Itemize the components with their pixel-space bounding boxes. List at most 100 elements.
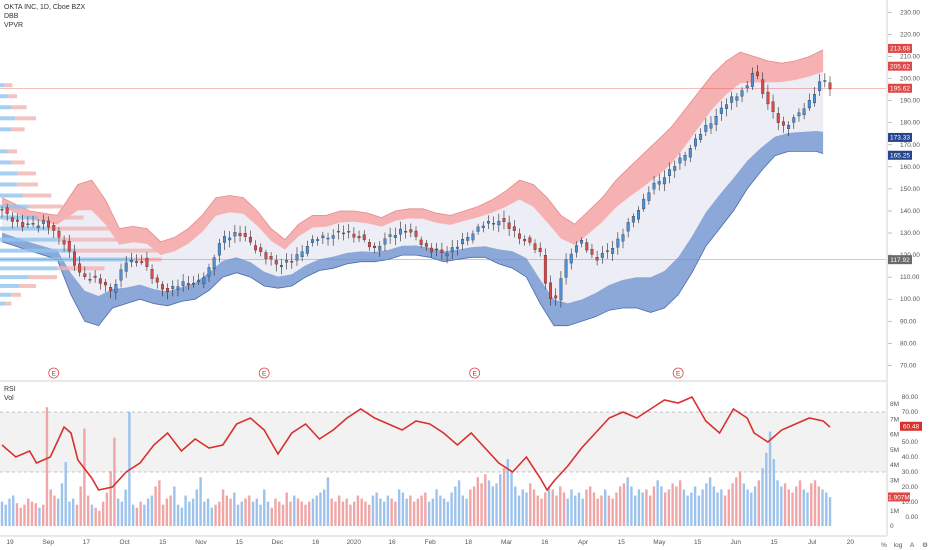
volume-bar xyxy=(259,504,262,526)
candle-body xyxy=(264,252,268,259)
volume-bar xyxy=(401,492,405,526)
volume-bar xyxy=(484,474,487,526)
candle-body xyxy=(564,259,568,278)
candle-body xyxy=(497,220,501,226)
indicator-vpvr[interactable]: VPVR xyxy=(4,22,24,29)
dbb-lower-line xyxy=(1,150,824,327)
volume-bar xyxy=(701,489,704,526)
volume-bar xyxy=(768,431,772,526)
volume-bar xyxy=(356,495,360,526)
volume-bar xyxy=(64,462,67,526)
candle-body xyxy=(285,260,289,263)
volume-bar xyxy=(705,483,708,526)
candle-body xyxy=(476,226,480,232)
volume-bar xyxy=(648,495,652,526)
y-tick-label: 170.00 xyxy=(900,142,920,149)
volume-bar xyxy=(0,501,4,526)
dbb-lower-band xyxy=(2,131,824,326)
volume-bar xyxy=(30,501,34,526)
candle-body xyxy=(585,242,589,251)
price-tag-label: 117.92 xyxy=(890,257,910,264)
volume-bar xyxy=(506,459,509,526)
volume-bar xyxy=(798,480,802,526)
candle-body xyxy=(326,237,330,240)
candle-body xyxy=(678,157,682,164)
volume-bar xyxy=(600,495,603,526)
volume-bar xyxy=(577,492,581,526)
rsi-value-label: 60.48 xyxy=(903,424,920,431)
candle-body xyxy=(569,253,573,264)
price-tag-label: 173.33 xyxy=(890,135,910,142)
percent-scale-button[interactable]: % xyxy=(881,542,887,549)
vpvr-sell-bar xyxy=(19,283,37,288)
candle-body xyxy=(807,100,811,109)
vpvr-sell-bar xyxy=(11,105,27,110)
volume-bar xyxy=(195,489,199,526)
volume-bar xyxy=(637,489,641,526)
volume-bar xyxy=(270,507,273,526)
volume-bar xyxy=(641,492,644,526)
volume-bar xyxy=(547,486,551,526)
volume-bar xyxy=(176,504,180,526)
candle-body xyxy=(383,238,387,245)
earnings-marker-label: E xyxy=(472,371,477,378)
candle-body xyxy=(730,96,734,103)
candle-body xyxy=(580,240,584,244)
volume-bar xyxy=(517,495,521,526)
indicator-dbb[interactable]: DBB xyxy=(4,13,19,20)
volume-bar xyxy=(495,483,498,526)
y-tick-label: 110.00 xyxy=(900,274,920,281)
volume-bar xyxy=(532,489,536,526)
candle-body xyxy=(150,269,154,279)
candle-body xyxy=(590,249,594,255)
candle-body xyxy=(719,107,723,114)
candle-body xyxy=(606,250,609,252)
candle-body xyxy=(26,223,30,226)
volume-bar xyxy=(154,486,157,526)
volume-bar xyxy=(772,459,776,526)
candle-body xyxy=(373,245,377,249)
volume-tick-label: 1M xyxy=(890,508,899,515)
candle-body xyxy=(155,277,159,283)
volume-bar xyxy=(184,495,187,526)
vpvr-sell-bar xyxy=(22,193,52,198)
indicator-rsi[interactable]: RSI xyxy=(4,386,16,393)
earnings-marker xyxy=(48,367,60,379)
candle-body xyxy=(574,245,578,253)
price-tag xyxy=(888,132,912,142)
auto-scale-button[interactable]: A xyxy=(909,542,915,549)
volume-bar xyxy=(379,498,382,526)
volume-bar xyxy=(731,483,734,526)
volume-bar xyxy=(828,497,832,526)
volume-bar xyxy=(427,501,431,526)
volume-bar xyxy=(199,477,202,526)
settings-gear-icon[interactable]: ⚙ xyxy=(922,542,928,549)
volume-bar xyxy=(34,503,37,526)
log-scale-button[interactable]: log xyxy=(893,542,903,549)
price-tag xyxy=(888,61,912,71)
volume-bar xyxy=(191,498,195,526)
candle-body xyxy=(52,225,56,231)
vpvr-sell-bar xyxy=(15,116,37,121)
volume-bar xyxy=(630,486,633,526)
volume-bar xyxy=(521,489,524,526)
indicator-vol[interactable]: Vol xyxy=(4,395,14,402)
candle-body xyxy=(440,249,444,253)
candle-body xyxy=(73,251,76,266)
x-tick-label: Jul xyxy=(808,539,817,546)
earnings-marker-label: E xyxy=(52,371,57,378)
vpvr-sell-bar xyxy=(28,204,63,209)
volume-bar xyxy=(806,492,809,526)
candle-body xyxy=(98,278,102,284)
volume-bar xyxy=(225,495,228,526)
volume-bar xyxy=(592,492,596,526)
volume-bar xyxy=(188,501,191,526)
volume-tick-label: 5M xyxy=(890,447,899,454)
vpvr-buy-bar xyxy=(0,204,29,209)
candle-body xyxy=(21,222,25,228)
candle-body xyxy=(797,112,801,117)
candle-body xyxy=(166,287,170,293)
volume-bar xyxy=(263,489,266,526)
volume-bar xyxy=(165,498,169,526)
